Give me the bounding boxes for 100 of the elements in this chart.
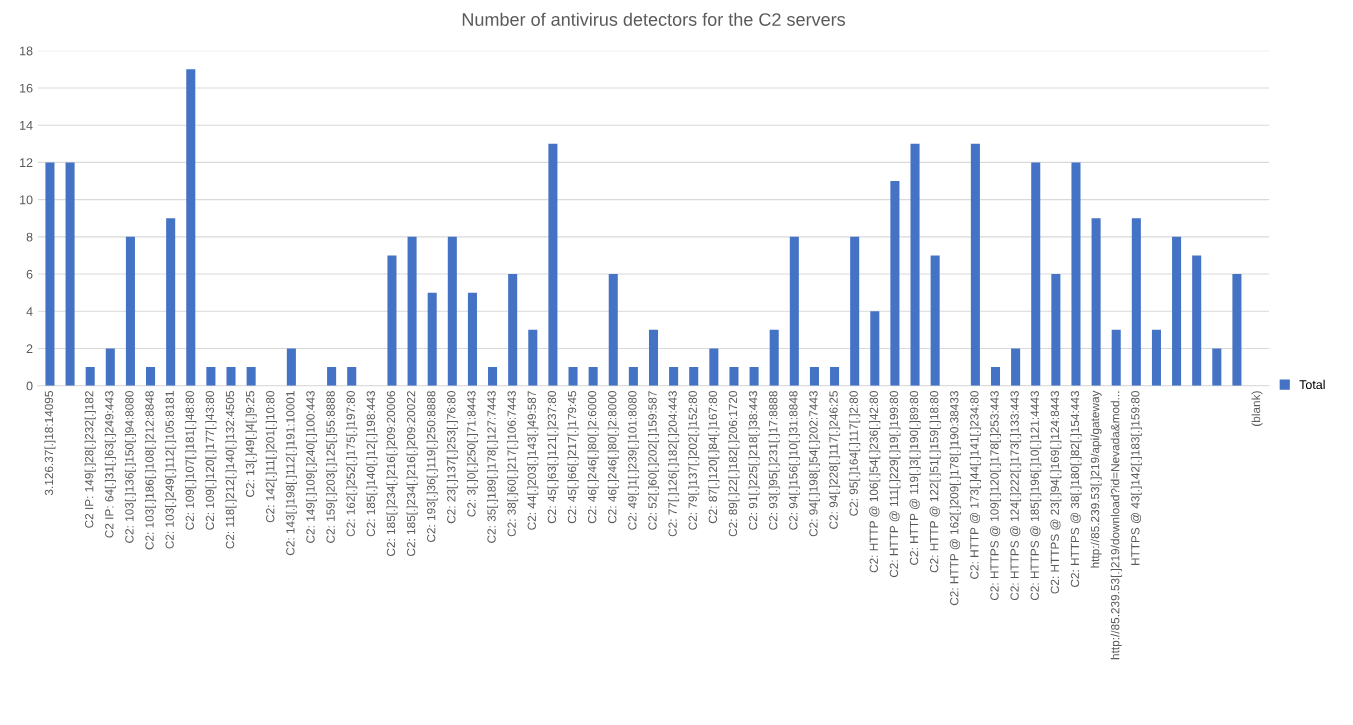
bar <box>105 348 115 386</box>
x-tick-label: C2: 3[.]0[.]250[.]71:8443 <box>466 391 478 517</box>
bar <box>1111 329 1121 386</box>
bar <box>45 162 55 386</box>
y-tick-label: 0 <box>26 381 33 391</box>
x-tick-label: C2: 103[.]136[.]150[.]94:8080 <box>124 391 136 543</box>
x-tick-label: C2: 109[.]120[.]177[.]43:80 <box>205 391 217 530</box>
bar <box>327 367 337 386</box>
bar <box>870 311 880 386</box>
bar <box>488 367 498 386</box>
bar <box>588 367 598 386</box>
x-tick-label: C2: 193[.]36[.]119[.]250:8888 <box>426 391 438 543</box>
bar <box>186 69 196 386</box>
bar <box>125 236 135 386</box>
bar <box>1071 162 1081 386</box>
bar <box>608 274 618 386</box>
x-tick-label: C2: 49[.]1[.]239[.]101:8080 <box>627 391 639 530</box>
x-tick-label: C2: 93[.]95[.]231[.]17:8888 <box>768 391 780 530</box>
x-tick-label: C2: 109[.]107[.]181[.]48:80 <box>185 391 197 530</box>
x-tick-label: C2: 159[.]203[.]125[.]55:8888 <box>326 391 338 543</box>
x-tick-label: C2: 13[.]49[.]4[.]9:25 <box>245 391 257 497</box>
x-tick-label: C2: 162[.]252[.]175[.]197:80 <box>346 391 358 537</box>
bar <box>85 367 95 386</box>
bar <box>628 367 638 386</box>
bar <box>246 367 256 386</box>
bar <box>1051 274 1061 386</box>
x-tick-label: C2: 45[.]63[.]121[.]237:80 <box>547 391 559 524</box>
bar <box>1131 218 1141 386</box>
x-tick-label: C2: 46[.]246[.]80[.]2:8000 <box>607 391 619 524</box>
x-tick-label: C2: 38[.]60[.]217[.]106:7443 <box>507 391 519 537</box>
x-tick-label: C2: HTTP @ 173[.]44[.]141[.]234:80 <box>969 391 981 579</box>
x-tick-label: C2 IP: 149[.]28[.]232[.]182 <box>84 391 96 528</box>
bar <box>970 143 980 386</box>
y-tick-label: 4 <box>26 307 33 316</box>
x-tick-label: C2: 35[.]189[.]178[.]127:7443 <box>487 391 499 543</box>
x-tick-label: C2: 23[.]137[.]253[.]76:80 <box>446 391 458 524</box>
x-tick-label: C2: 77[.]126[.]182[.]204:443 <box>668 391 680 537</box>
bar <box>648 329 659 386</box>
x-tick-label: C2: 89[.]22[.]182[.]206:1720 <box>728 391 740 537</box>
bar <box>689 367 699 386</box>
x-tick-label: C2: HTTPS @ 23[.]94[.]169[.]124:8443 <box>1050 391 1062 594</box>
bar <box>789 236 799 386</box>
x-tick-label: http://85.239.53[.]219/download?id=Nevada&mod... <box>1110 391 1122 660</box>
y-tick-label: 8 <box>26 232 33 242</box>
x-tick-label: C2: HTTPS @ 185[.]196[.]10[.]121:4443 <box>1030 391 1042 601</box>
bar <box>729 367 739 386</box>
bar <box>910 143 920 386</box>
bar <box>528 329 538 386</box>
x-tick-label: HTTPS @ 43[.]142[.]183[.]159:80 <box>1130 391 1142 565</box>
y-tick-label: 12 <box>20 158 33 167</box>
x-tick-label: C2: HTTP @ 106[.]54[.]236[.]42:80 <box>869 391 881 573</box>
x-tick-label: C2: 185[.]140[.]12[.]198:443 <box>366 391 378 537</box>
bar <box>447 236 457 386</box>
x-tick-label: C2: 142[.]11[.]201[.]10:80 <box>265 391 277 523</box>
x-tick-label: C2: 149[.]109[.]240[.]100:443 <box>305 391 317 543</box>
x-tick-label: C2: HTTPS @ 109[.]120[.]178[.]253:443 <box>990 391 1002 601</box>
bar <box>548 143 558 386</box>
x-tick-label: C2: HTTPS @ 38[.]180[.]82[.]154:443 <box>1070 391 1082 587</box>
x-tick-label: C2: 185[.]234[.]216[.]209:20022 <box>406 391 418 557</box>
x-tick-label: C2: HTTP @ 162[.]209[.]178[.]190:38433 <box>949 391 961 606</box>
bar <box>809 367 819 386</box>
bar <box>1011 348 1021 386</box>
bar <box>1151 329 1161 386</box>
x-tick-label: C2: 87[.]120[.]84[.]167:80 <box>708 391 720 524</box>
x-tick-label: C2 IP: 64[.]31[.]63[.]249:443 <box>104 391 116 538</box>
chart-title: Number of antivirus detectors for the C2 servers <box>462 12 846 26</box>
bar <box>65 162 75 386</box>
x-tick-label: C2: 79[.]137[.]202[.]152:80 <box>688 391 700 530</box>
bar <box>568 367 578 386</box>
y-tick-label: 6 <box>26 269 33 279</box>
x-tick-label: C2: 185[.]234[.]216[.]209:20006 <box>386 391 398 557</box>
x-tick-label: C2: 103[.]186[.]108[.]212:8848 <box>145 391 157 550</box>
bar <box>1192 255 1202 386</box>
bar <box>347 367 357 386</box>
bar <box>1232 274 1242 386</box>
bar <box>830 367 840 386</box>
bar <box>226 367 236 386</box>
x-tick-label: 3.126.37[.]18:14095 <box>44 391 56 496</box>
x-tick-label: C2: 91[.]225[.]218[.]38:443 <box>748 391 760 530</box>
x-tick-label: C2: HTTP @ 111[.]229[.]19[.]199:80 <box>889 391 901 578</box>
x-tick-label: C2: 46[.]246[.]80[.]2:6000 <box>587 391 599 524</box>
x-tick-label: (blank) <box>1251 391 1263 426</box>
bar <box>508 274 518 386</box>
x-tick-label: C2: HTTP @ 122[.]51[.]159[.]18:80 <box>929 391 941 573</box>
bar <box>1212 348 1222 386</box>
x-tick-label: C2: 94[.]156[.]10[.]31:8848 <box>788 391 800 530</box>
bar <box>166 218 176 386</box>
x-tick-label: http://85.239.53[.]219/api/gateway <box>1090 390 1102 568</box>
bar <box>146 367 156 386</box>
y-tick-label: 10 <box>20 195 33 205</box>
bar <box>1031 162 1041 386</box>
y-tick-label: 14 <box>20 121 33 130</box>
bar <box>467 292 477 386</box>
y-tick-label: 18 <box>20 46 33 56</box>
bar <box>1091 218 1101 386</box>
x-tick-label: C2: 95[.]164[.]117[.]2:80 <box>849 391 861 516</box>
bar <box>1172 236 1182 386</box>
legend-label: Total <box>1299 379 1325 390</box>
bar <box>990 367 1001 386</box>
bar <box>709 348 719 386</box>
